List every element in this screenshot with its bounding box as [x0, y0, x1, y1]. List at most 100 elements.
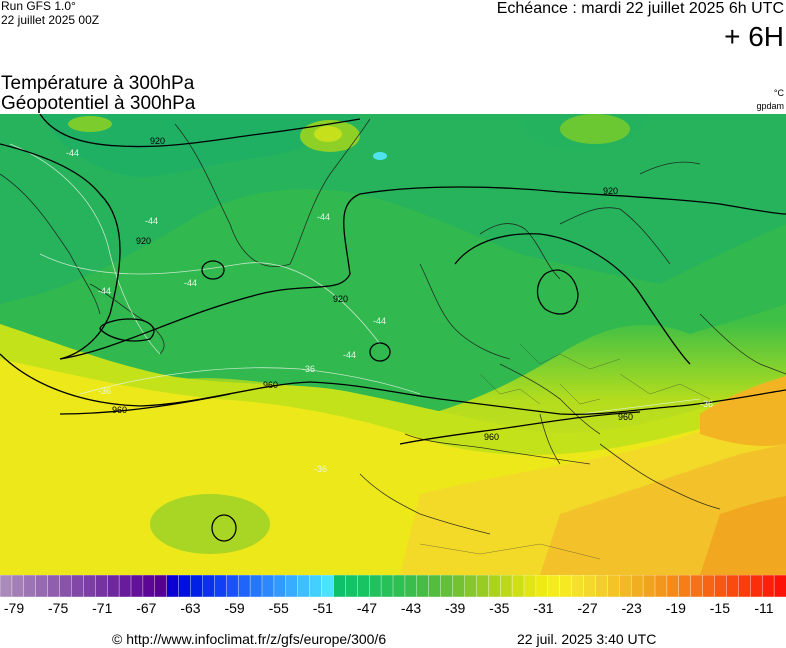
color-scale-swatch	[273, 575, 287, 597]
color-scale-swatch	[71, 575, 84, 597]
color-scale-swatch	[488, 575, 501, 597]
contour-label-960-c: 960	[484, 432, 499, 442]
color-scale-swatch	[761, 575, 775, 597]
color-scale-swatch	[690, 575, 704, 597]
color-scale-tick-label: -51	[312, 600, 333, 616]
isotherm-label: -44	[317, 212, 330, 222]
color-scale-swatch	[654, 575, 668, 597]
isotherm-label: -44	[98, 286, 111, 296]
color-scale-swatch	[452, 575, 465, 597]
color-scale-swatch	[476, 575, 489, 597]
color-scale-swatch	[83, 575, 96, 597]
color-scale-swatch	[11, 575, 25, 597]
color-scale-swatch	[702, 575, 716, 597]
color-scale-bar	[0, 575, 786, 597]
color-scale-swatch	[47, 575, 61, 597]
contour-label-960-a: 960	[263, 380, 278, 390]
color-scale-swatch	[297, 575, 311, 597]
isotherm-label: -44	[145, 216, 158, 226]
color-scale-swatch	[738, 575, 751, 597]
color-scale-swatch	[178, 575, 192, 597]
color-scale-swatch	[619, 575, 632, 597]
color-scale-swatch	[642, 575, 656, 597]
color-scale-swatch	[380, 575, 394, 597]
color-scale-swatch	[345, 575, 358, 597]
color-scale-tick-label: -27	[577, 600, 598, 616]
color-scale-swatch	[106, 575, 120, 597]
color-scale-swatch	[237, 575, 251, 597]
color-scale-tick-label: -75	[47, 600, 69, 616]
color-scale-swatch	[630, 575, 644, 597]
color-scale-swatch	[368, 575, 382, 597]
color-scale-tick-label: -23	[621, 600, 642, 616]
color-scale-swatch	[130, 575, 144, 597]
isotherm-label: -44	[66, 148, 79, 158]
color-scale-swatch	[142, 575, 156, 597]
contour-label-920-c: 920	[333, 294, 348, 304]
color-scale-tick-label: -31	[533, 600, 554, 616]
color-scale-swatch	[202, 575, 215, 597]
color-scale-swatch	[547, 575, 561, 597]
contour-label-920-d: 920	[603, 186, 618, 196]
color-scale-tick-label: -39	[445, 600, 466, 616]
color-scale-swatch	[95, 575, 108, 597]
color-scale-swatch	[23, 575, 37, 597]
color-scale-swatch	[261, 575, 275, 597]
color-scale-tick-label: -79	[3, 600, 25, 616]
color-scale-tick-label: -11	[754, 600, 774, 616]
color-scale-swatch	[214, 575, 227, 597]
contour-label-960-b: 960	[112, 405, 127, 415]
isotherm-label: -44	[373, 316, 386, 326]
color-scale-swatch	[499, 575, 513, 597]
color-scale-swatch	[511, 575, 525, 597]
country-borders	[419, 343, 711, 560]
color-scale-swatch	[714, 575, 727, 597]
color-scale-tick-label: -35	[489, 600, 510, 616]
color-scale-swatch	[750, 575, 763, 597]
color-scale-swatch	[59, 575, 72, 597]
coastlines	[0, 118, 786, 535]
contour-label-920-b: 920	[136, 236, 151, 246]
generated-timestamp: 22 juil. 2025 3:40 UTC	[517, 631, 657, 647]
color-scale-swatch	[249, 575, 263, 597]
color-scale-swatch	[571, 575, 585, 597]
color-scale-swatch	[416, 575, 430, 597]
color-scale-swatch	[726, 575, 739, 597]
weather-map: 920 920 920 920 960 960 960 960 -44 -44 …	[0, 114, 786, 575]
color-scale-swatch	[285, 575, 299, 597]
color-scale-swatch	[666, 575, 680, 597]
temperature-field	[0, 114, 786, 575]
color-scale-swatch	[464, 575, 477, 597]
isotherms	[9, 143, 701, 415]
color-scale-tick-label: -63	[180, 600, 201, 616]
color-scale-swatch	[118, 575, 132, 597]
color-scale-swatch	[35, 575, 49, 597]
color-scale-swatch	[559, 575, 573, 597]
color-scale-swatch	[440, 575, 454, 597]
color-scale-tick-label: -55	[268, 600, 289, 616]
contour-label-960-d: 960	[618, 412, 633, 422]
color-scale-swatch	[523, 575, 537, 597]
color-scale-swatch	[535, 575, 549, 597]
isotherm-label: -36	[98, 386, 111, 396]
color-scale-tick-label: -15	[709, 600, 730, 616]
color-scale-swatch	[607, 575, 620, 597]
color-scale-swatch	[154, 575, 168, 597]
color-scale-swatch	[595, 575, 608, 597]
color-scale-swatch	[773, 575, 786, 597]
isotherm-label: -44	[343, 350, 356, 360]
run-label: Run GFS 1.0°	[1, 0, 76, 13]
geopotential-contours	[0, 114, 786, 542]
color-scale-swatch	[404, 575, 418, 597]
isotherm-label: -36	[700, 399, 713, 409]
color-scale-tick-label: -19	[665, 600, 686, 616]
color-scale-swatch	[166, 575, 180, 597]
color-scale-swatch	[428, 575, 442, 597]
color-scale-swatch	[392, 575, 406, 597]
isotherm-label: -36	[314, 464, 327, 474]
color-scale-swatch	[321, 575, 334, 597]
contour-label-920-a: 920	[150, 136, 165, 146]
color-scale-swatch	[309, 575, 323, 597]
map-title-temperature: Température à 300hPa	[1, 73, 195, 94]
isotherm-label: -44	[184, 278, 197, 288]
